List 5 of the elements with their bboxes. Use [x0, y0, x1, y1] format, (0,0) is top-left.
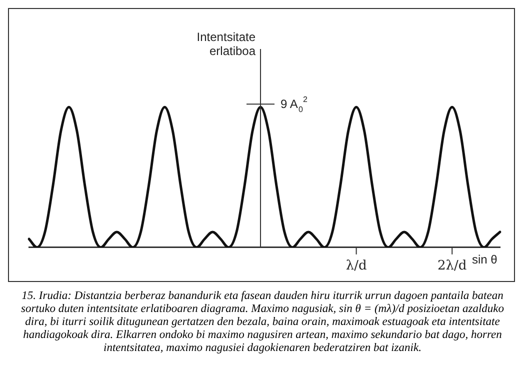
x-axis-title: sin θ	[472, 252, 498, 266]
x-tick-label: 2λ/d	[437, 258, 467, 274]
x-tick-label: λ/d	[346, 258, 367, 274]
text: 15. Irudia: Distantzia berberaz banandurik eta fasean dauden hiru iturrik urrun dagoen pantaila batean sortuko duten intentsitate erlatiboaren diagrama. Maximo nagusiak, sin θ = (mλ)/d posizioetan azalduko dira, bi iturri soilik ditugunean gertatzen den bezala, baina orain, maximoak estuagoak eta intentsitate handiagokoak dira. Elkarren ondoko bi maximo nagusiren artean, maximo sekundario bat dago, horren intentsitatea, maximo nagusiei dagokienaren bederatziren bat izanik.	[20, 290, 506, 355]
y-axis-title: Intentsitate erlatiboa	[196, 30, 256, 58]
